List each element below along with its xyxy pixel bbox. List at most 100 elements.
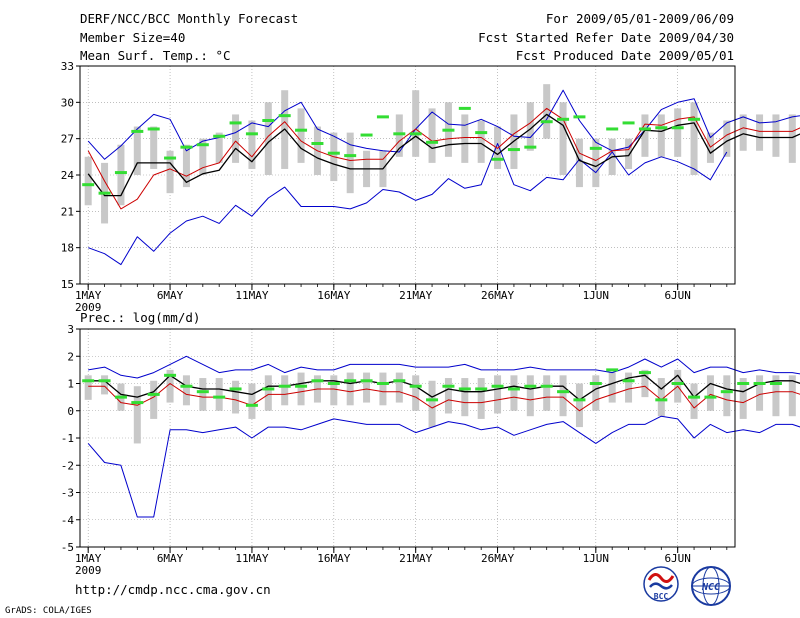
member-spread-bar	[575, 138, 583, 188]
y-tick-label: 2	[67, 350, 74, 363]
member-spread-bar	[264, 375, 272, 411]
source-url: http://cmdp.ncc.cma.gov.cn	[75, 582, 271, 597]
member-spread-bar	[199, 138, 207, 175]
x-tick-label: 11MAY	[235, 552, 268, 565]
member-spread-bar	[199, 378, 207, 411]
y-tick-label: 33	[61, 60, 74, 73]
ncc-logo-icon: NCC	[691, 566, 731, 606]
member-spread-bar	[412, 90, 420, 157]
x-tick-label: 1MAY	[75, 289, 102, 302]
member-spread-bar	[248, 383, 256, 419]
member-spread-bar	[477, 120, 485, 163]
x-tick-label: 26MAY	[481, 289, 514, 302]
member-spread-bar	[281, 375, 289, 406]
fcst-produced-date: Fcst Produced Date 2009/05/01	[516, 48, 734, 63]
member-spread-bar	[559, 102, 567, 175]
member-spread-bar	[363, 372, 371, 403]
x-tick-label: 21MAY	[399, 289, 432, 302]
member-spread-bar	[772, 114, 780, 157]
x-tick-label: 6JUN	[664, 552, 691, 565]
member-spread-bar	[674, 108, 682, 157]
member-spread-bar	[592, 375, 600, 411]
member-spread-bar	[494, 126, 502, 169]
member-spread-bar	[150, 126, 158, 169]
y-tick-label: 0	[67, 405, 74, 418]
forecast-period: For 2009/05/01-2009/06/09	[546, 11, 734, 26]
member-spread-bar	[526, 375, 534, 417]
member-spread-bar	[756, 375, 764, 411]
ensemble-mean-line	[87, 113, 800, 197]
offset-line	[87, 107, 800, 210]
figure-title: DERF/NCC/BCC Monthly Forecast	[80, 11, 298, 26]
member-spread-bar	[772, 375, 780, 417]
fcst-started-date: Fcst Started Refer Date 2009/04/30	[478, 30, 734, 45]
ncc-logo-text: NCC	[701, 582, 720, 593]
member-spread-bar	[625, 138, 633, 169]
member-spread-bar	[444, 378, 452, 414]
member-spread-bar	[657, 378, 665, 417]
temperature-panel: 15 18 21 24 27 30 33 1MAY 6MAY 11MAY 16MAY 21MAY 26M…	[61, 60, 800, 314]
member-spread-bar	[428, 108, 436, 163]
member-spread-bar	[117, 144, 125, 206]
member-spread-bar	[461, 114, 469, 163]
member-spread-bar	[182, 375, 190, 406]
member-spread-bar	[297, 372, 305, 406]
member-spread-bar	[543, 84, 551, 139]
member-spread-bar	[592, 138, 600, 188]
member-spread-bar	[379, 372, 387, 406]
member-spread-bar	[641, 369, 649, 398]
grads-credit: GrADS: COLA/IGES	[5, 606, 92, 616]
member-spread-bar	[248, 120, 256, 169]
precip-panel-title: Prec.: log(mm/d)	[80, 310, 200, 325]
member-spread-bar	[166, 369, 174, 403]
member-spread-bar	[264, 102, 272, 175]
member-spread-bar	[477, 378, 485, 419]
x-year-label: 2009	[75, 564, 102, 577]
max-envelope-line	[87, 89, 800, 160]
member-spread-bar	[395, 372, 403, 403]
member-spread-bar	[346, 132, 354, 194]
member-spread-bar	[690, 102, 698, 175]
x-tick-label: 16MAY	[317, 289, 350, 302]
y-tick-label: -3	[61, 487, 74, 500]
member-spread-bar	[788, 114, 796, 163]
x-tick-label: 1JUN	[583, 552, 610, 565]
member-spread-bar	[625, 372, 633, 403]
x-tick-label: 6MAY	[157, 552, 184, 565]
member-spread-bar	[706, 375, 714, 411]
member-spread-bar	[739, 114, 747, 151]
y-tick-label: -5	[61, 541, 74, 554]
member-spread-bar	[543, 375, 551, 411]
max-envelope-line	[88, 355, 800, 379]
member-spread-bar	[739, 378, 747, 419]
member-spread-bar	[526, 102, 534, 151]
member-spread-bar	[690, 383, 698, 419]
member-spread-bar	[559, 375, 567, 417]
member-spread-bar	[232, 114, 240, 163]
y-tick-label: -4	[61, 514, 75, 527]
min-envelope-line	[88, 143, 728, 266]
member-spread-bar	[395, 114, 403, 157]
member-spread-bar	[428, 380, 436, 428]
x-tick-label: 1MAY	[75, 552, 102, 565]
ensemble-mean-line	[88, 374, 800, 401]
member-spread-bar	[166, 150, 174, 194]
x-tick-label: 1JUN	[583, 289, 610, 302]
member-spread-bar	[133, 386, 141, 444]
member-spread-bar	[788, 375, 796, 417]
member-spread-bar	[641, 114, 649, 157]
x-year-label: 2009	[75, 301, 102, 314]
min-envelope-line	[87, 415, 800, 518]
x-tick-label: 16MAY	[317, 552, 350, 565]
y-tick-label: 18	[61, 242, 74, 255]
member-spread-bar	[84, 375, 92, 400]
y-tick-label: 1	[67, 378, 74, 391]
member-spread-bar	[706, 132, 714, 163]
y-tick-label: -2	[61, 459, 74, 472]
member-spread-bar	[723, 375, 731, 417]
member-spread-bar	[297, 108, 305, 163]
member-spread-bar	[84, 156, 92, 206]
offset-line	[88, 383, 800, 412]
bcc-logo-text: BCC	[654, 592, 669, 601]
